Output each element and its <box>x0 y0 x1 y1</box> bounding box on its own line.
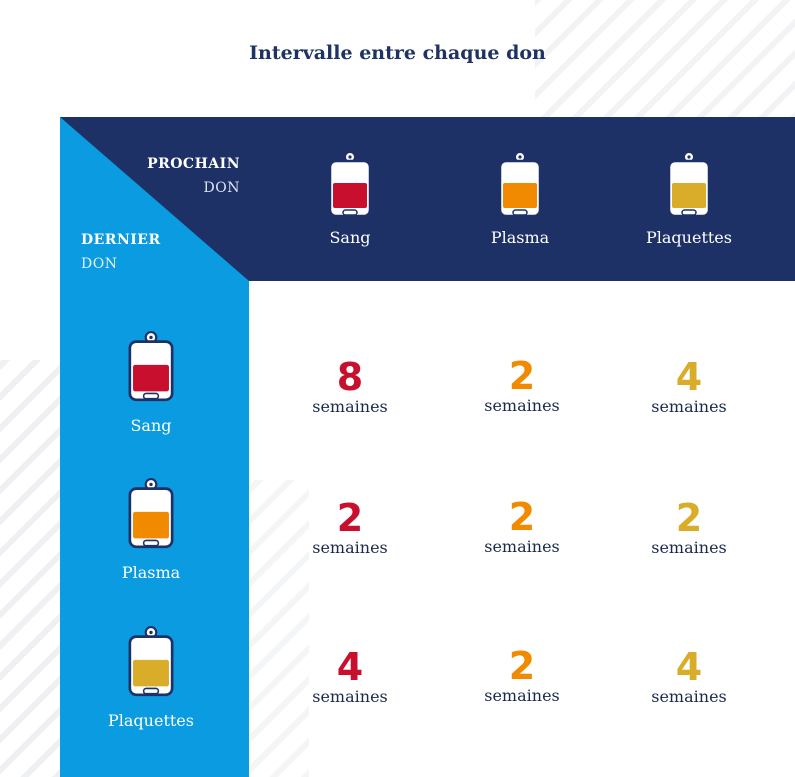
cell-unit: semaines <box>484 686 560 705</box>
last-donation-label: DERNIER DON <box>81 228 231 276</box>
column-header-plasma: Plasma <box>445 150 595 247</box>
background-stripes-left <box>0 360 60 777</box>
cell-sang-plaquettes: 4 semaines <box>619 357 759 416</box>
row-header-sang: Sang <box>76 330 226 435</box>
cell-unit: semaines <box>651 538 727 557</box>
cell-plaquettes-plasma: 2 semaines <box>452 646 592 705</box>
cell-value: 2 <box>508 644 536 688</box>
last-donation-label-light: DON <box>81 256 118 272</box>
cell-unit: semaines <box>651 687 727 706</box>
corner-diagonal <box>60 117 249 281</box>
cell-plaquettes-plaquettes: 4 semaines <box>619 647 759 706</box>
cell-sang-sang: 8 semaines <box>280 357 420 416</box>
row-label-plasma: Plasma <box>121 563 181 582</box>
cell-plasma-plasma: 2 semaines <box>452 497 592 556</box>
column-label-plaquettes: Plaquettes <box>646 228 732 247</box>
cell-value: 4 <box>336 645 364 689</box>
column-label-sang: Sang <box>329 228 371 247</box>
cell-plasma-sang: 2 semaines <box>280 498 420 557</box>
cell-value: 2 <box>675 496 703 540</box>
column-header-sang: Sang <box>275 150 425 247</box>
blood-bag-icon <box>128 331 174 402</box>
row-label-plaquettes: Plaquettes <box>108 711 194 730</box>
cell-unit: semaines <box>484 537 560 556</box>
row-header-plaquettes: Plaquettes <box>76 625 226 730</box>
page-title: Intervalle entre chaque don <box>249 42 546 64</box>
cell-unit: semaines <box>484 396 560 415</box>
plasma-bag-icon <box>128 478 174 549</box>
column-label-plasma: Plasma <box>490 228 550 247</box>
cell-unit: semaines <box>312 397 388 416</box>
next-donation-label: PROCHAIN DON <box>80 152 240 200</box>
cell-value: 8 <box>336 355 364 399</box>
row-header-plasma: Plasma <box>76 477 226 582</box>
cell-unit: semaines <box>312 538 388 557</box>
cell-value: 4 <box>675 355 703 399</box>
next-donation-label-strong: PROCHAIN <box>147 156 240 172</box>
last-donation-label-strong: DERNIER <box>81 232 161 248</box>
row-label-sang: Sang <box>130 416 172 435</box>
cell-plasma-plaquettes: 2 semaines <box>619 498 759 557</box>
cell-value: 2 <box>336 496 364 540</box>
blood-bag-icon <box>328 151 372 218</box>
next-donation-label-light: DON <box>203 180 240 196</box>
platelets-bag-icon <box>128 626 174 697</box>
cell-value: 2 <box>508 354 536 398</box>
cell-unit: semaines <box>312 687 388 706</box>
cell-sang-plasma: 2 semaines <box>452 356 592 415</box>
cell-value: 4 <box>675 645 703 689</box>
cell-plaquettes-sang: 4 semaines <box>280 647 420 706</box>
column-header-plaquettes: Plaquettes <box>614 150 764 247</box>
platelets-bag-icon <box>667 151 711 218</box>
cell-value: 2 <box>508 495 536 539</box>
cell-unit: semaines <box>651 397 727 416</box>
plasma-bag-icon <box>498 151 542 218</box>
